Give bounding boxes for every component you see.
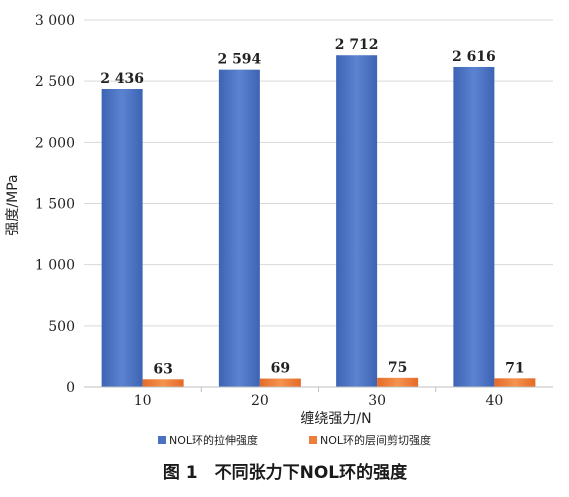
- x-axis-title: 缠绕强力/N: [300, 410, 371, 427]
- x-tick-label: 40: [485, 393, 503, 409]
- bar-shear: [377, 377, 419, 387]
- bar-tensile: [218, 69, 260, 388]
- bar-shear: [259, 378, 301, 387]
- x-tick-label: 30: [368, 393, 386, 409]
- y-tick-label: 1 000: [35, 258, 75, 274]
- legend: NOL环的拉伸强度 NOL环的层间剪切强度: [158, 433, 431, 447]
- data-labels: 2 436 63 2 594 69 2 712 75 2 616 71: [100, 37, 524, 377]
- data-label-shear: 75: [388, 360, 407, 376]
- bar-tensile: [453, 66, 495, 387]
- legend-label-shear: NOL环的层间剪切强度: [320, 433, 431, 447]
- y-tick-labels: 0 500 1 000 1 500 2 000 2 500 3 000: [35, 13, 75, 396]
- data-label-tensile: 2 712: [335, 37, 379, 53]
- legend-swatch-shear: [309, 436, 317, 444]
- bar-tensile: [101, 88, 143, 387]
- y-tick-label: 0: [66, 380, 75, 396]
- y-tick-label: 500: [48, 319, 75, 335]
- data-label-tensile: 2 436: [100, 71, 144, 87]
- legend-label-tensile: NOL环的拉伸强度: [169, 433, 258, 447]
- bars: [101, 55, 536, 388]
- y-tick-label: 1 500: [35, 197, 75, 213]
- y-tick-label: 2 000: [35, 135, 75, 151]
- figure-caption: 图 1 不同张力下NOL环的强度: [163, 462, 408, 483]
- x-tick-labels: 10 20 30 40: [134, 387, 503, 409]
- y-tick-label: 2 500: [35, 74, 75, 90]
- data-label-tensile: 2 594: [217, 52, 261, 68]
- y-axis-title: 强度/MPa: [5, 174, 21, 235]
- y-tick-label: 3 000: [35, 13, 75, 29]
- data-label-shear: 63: [153, 361, 172, 377]
- bar-shear: [142, 379, 184, 387]
- bar-shear: [494, 378, 536, 387]
- data-label-shear: 69: [271, 361, 290, 377]
- x-tick-label: 20: [251, 393, 269, 409]
- data-label-shear: 71: [505, 360, 524, 376]
- legend-swatch-tensile: [158, 436, 166, 444]
- data-label-tensile: 2 616: [452, 49, 496, 65]
- x-tick-label: 10: [134, 393, 152, 409]
- bar-tensile: [336, 55, 378, 388]
